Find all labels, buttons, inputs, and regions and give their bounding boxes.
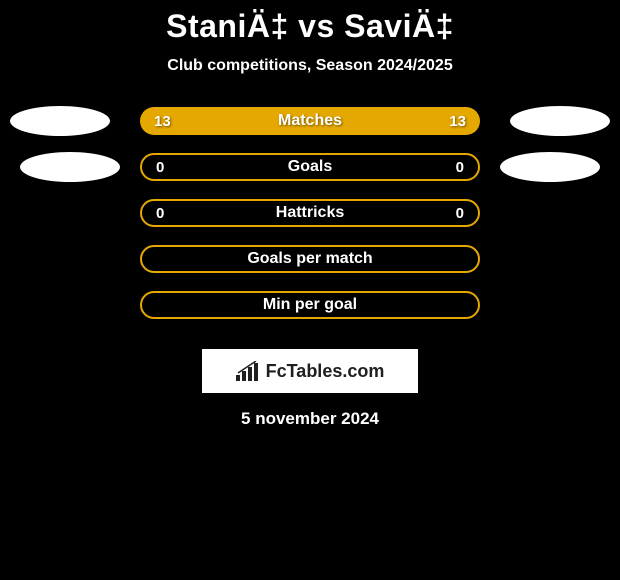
stat-bar-goals-per-match: Goals per match — [140, 245, 480, 273]
stat-label-hattricks: Hattricks — [276, 204, 344, 222]
team-badge-right — [510, 106, 610, 136]
site-logo[interactable]: FcTables.com — [202, 349, 418, 393]
date-text: 5 november 2024 — [241, 409, 379, 429]
stat-label-matches: Matches — [278, 112, 342, 130]
stat-label-goals: Goals — [288, 158, 332, 176]
team-badge-right-2 — [500, 152, 600, 182]
stats-row-matches: 13 Matches 13 — [0, 107, 620, 135]
stat-bar-matches: 13 Matches 13 — [140, 107, 480, 135]
chart-icon — [236, 361, 260, 381]
logo-text: FcTables.com — [266, 361, 385, 382]
stat-bar-min-per-goal: Min per goal — [140, 291, 480, 319]
stat-label-goals-per-match: Goals per match — [247, 250, 372, 268]
stats-row-goals-per-match: Goals per match — [0, 245, 620, 273]
stats-row-goals: 0 Goals 0 — [0, 153, 620, 181]
stat-value-left: 0 — [156, 205, 164, 222]
stat-value-left: 13 — [154, 113, 171, 130]
stat-value-left: 0 — [156, 159, 164, 176]
stat-value-right: 0 — [456, 205, 464, 222]
stat-label-min-per-goal: Min per goal — [263, 296, 357, 314]
stat-bar-hattricks: 0 Hattricks 0 — [140, 199, 480, 227]
stats-row-hattricks: 0 Hattricks 0 — [0, 199, 620, 227]
stat-bar-goals: 0 Goals 0 — [140, 153, 480, 181]
team-badge-left-2 — [20, 152, 120, 182]
stat-value-right: 0 — [456, 159, 464, 176]
stat-value-right: 13 — [449, 113, 466, 130]
stats-row-min-per-goal: Min per goal — [0, 291, 620, 319]
page-title: StaniÄ‡ vs SaviÄ‡ — [166, 8, 454, 45]
subtitle: Club competitions, Season 2024/2025 — [167, 57, 452, 75]
team-badge-left — [10, 106, 110, 136]
